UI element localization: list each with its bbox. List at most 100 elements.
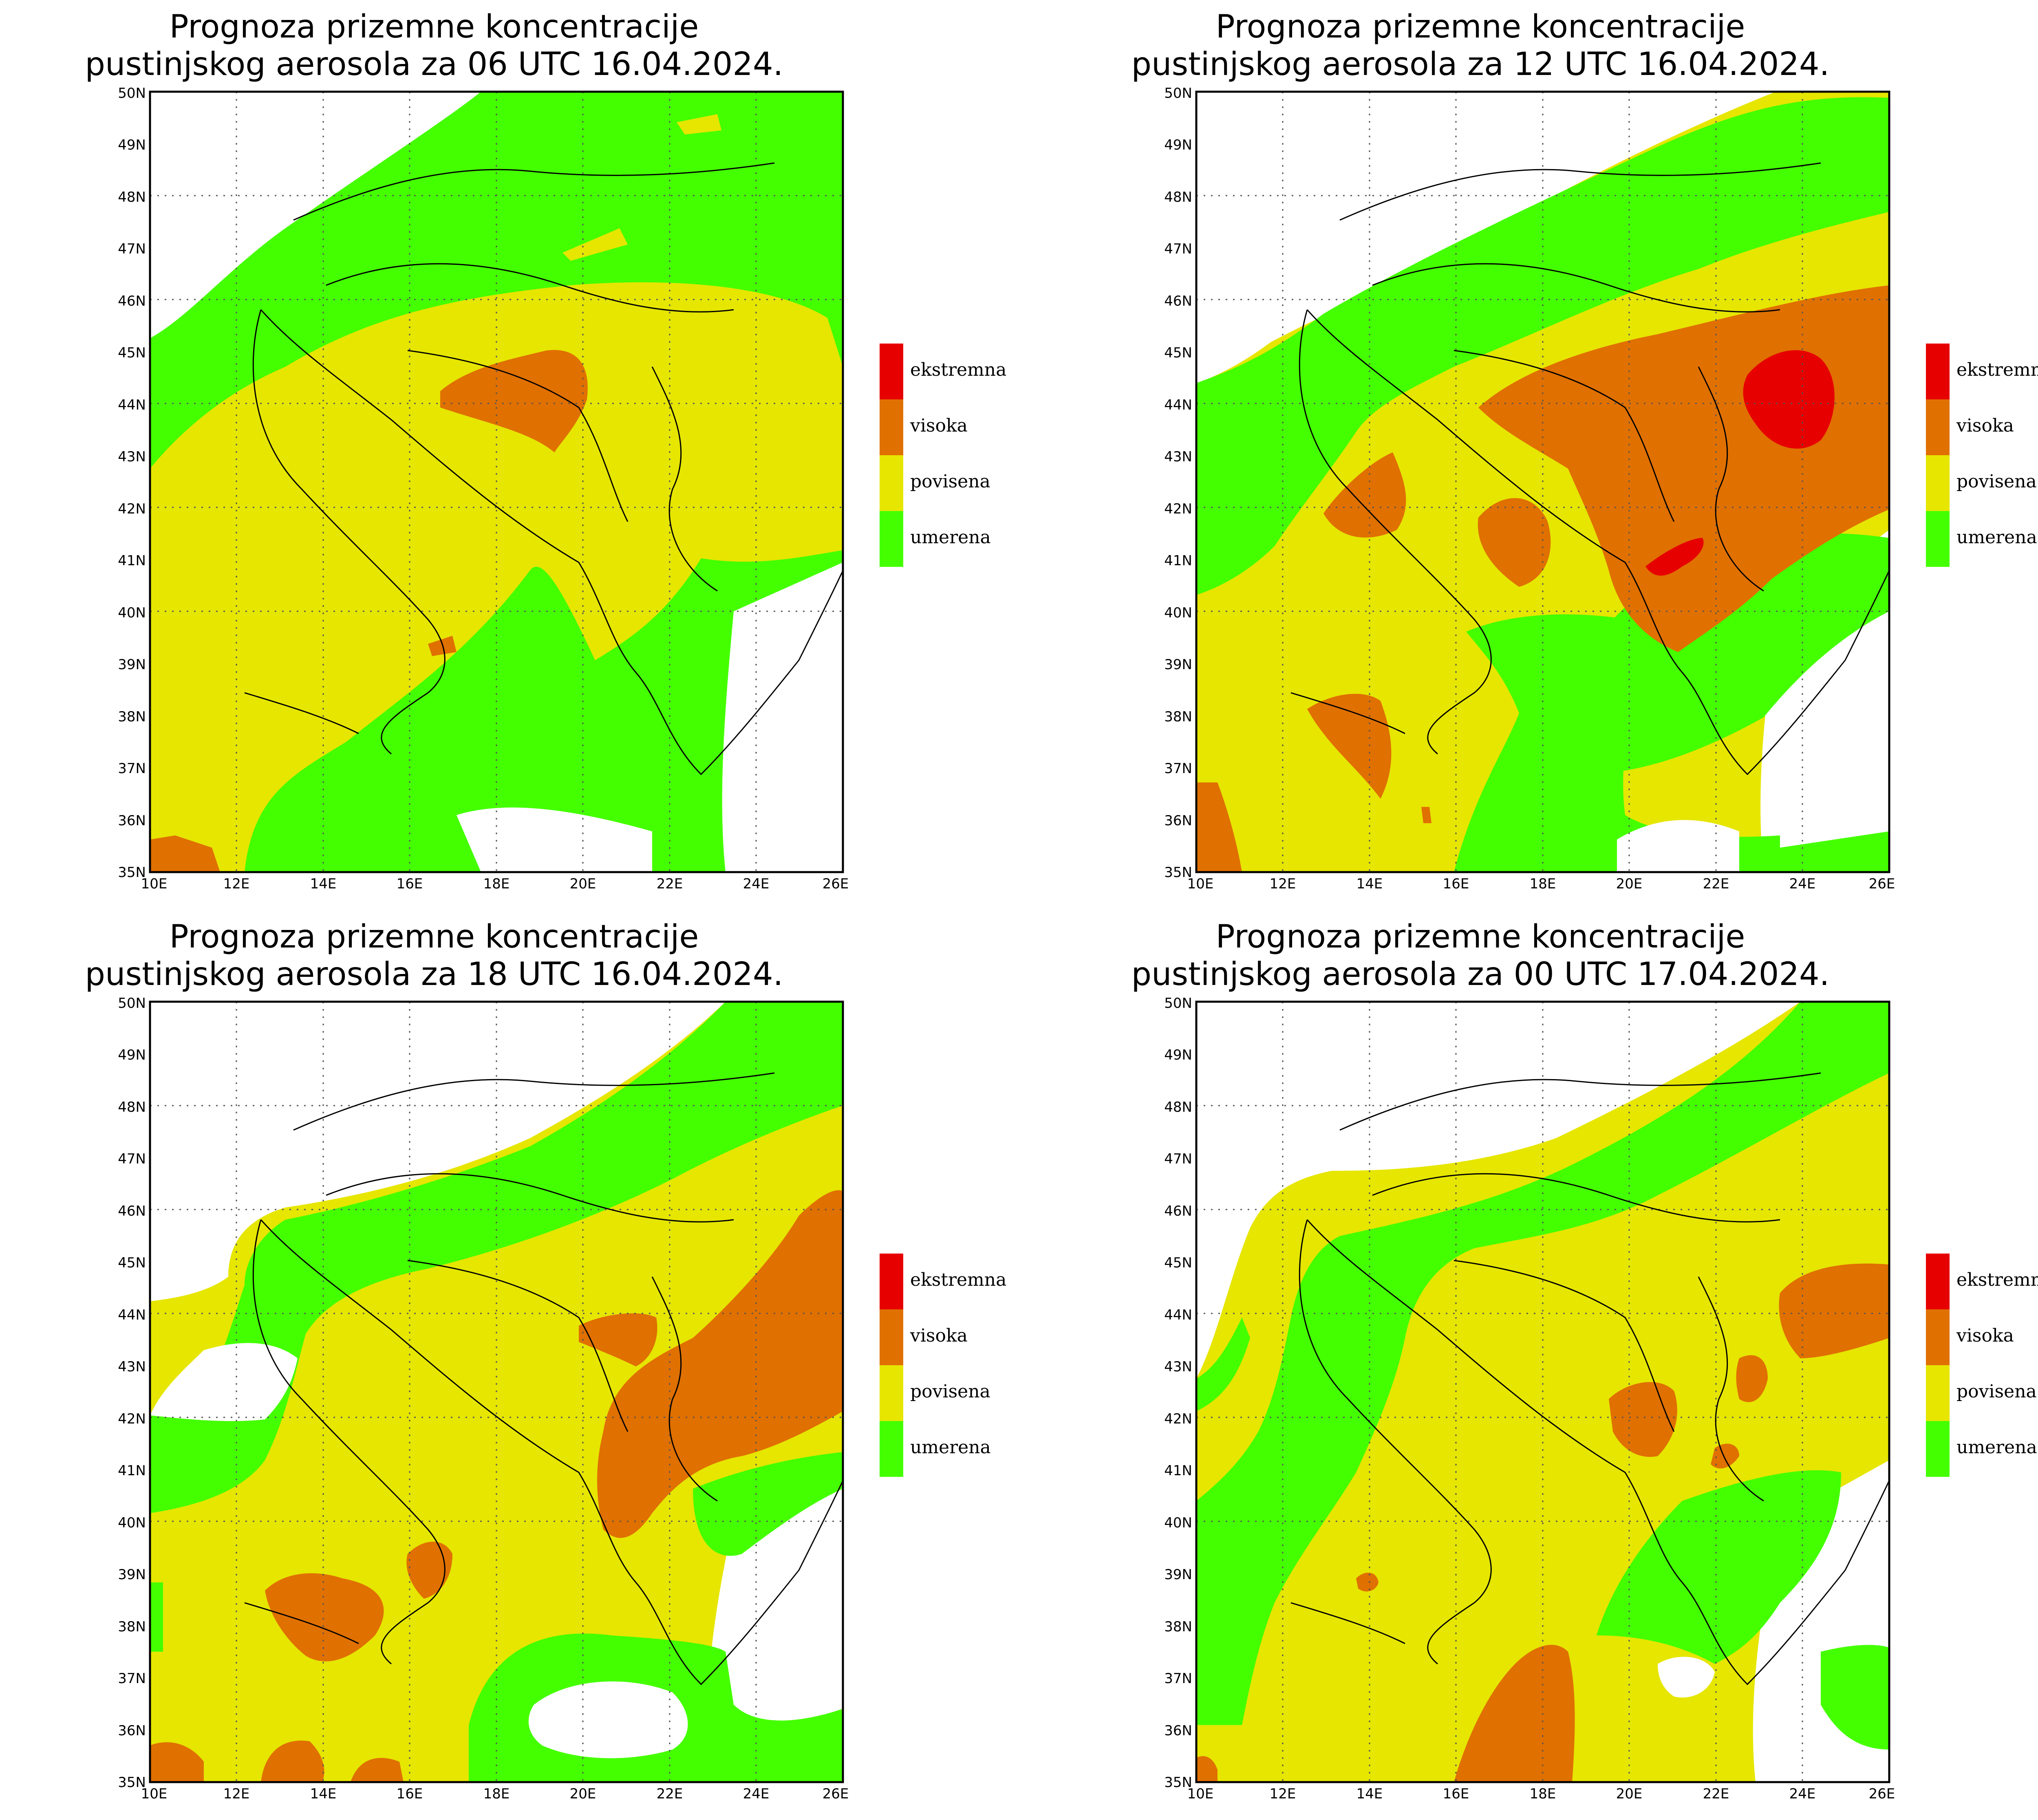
- title-line1: Prognoza prizemne koncentracije: [169, 919, 699, 955]
- lat-label: 44N: [1164, 1307, 1192, 1323]
- map-panel-12utc: 35N 36N 37N 38N 39N 40N 41N 42N 43N 44N …: [1046, 0, 2038, 910]
- lat-label: 41N: [118, 1463, 146, 1479]
- no-aerosol-region: [528, 1681, 688, 1758]
- legend-label: povisena: [1956, 471, 2037, 492]
- lat-label: 40N: [1164, 1515, 1192, 1531]
- lat-label: 39N: [1164, 1567, 1192, 1583]
- legend-swatch-umerena: [880, 511, 903, 567]
- lat-label: 38N: [1164, 1619, 1192, 1635]
- lon-label: 10E: [1187, 876, 1214, 892]
- legend: ekstremna visoka povisena umerena: [1926, 1254, 2038, 1477]
- legend-swatch-umerena: [1926, 511, 1950, 567]
- visoka-region: [440, 350, 588, 452]
- lon-label: 16E: [1443, 876, 1469, 892]
- lat-label: 49N: [1164, 1047, 1192, 1063]
- lat-label: 45N: [118, 345, 146, 361]
- lat-label: 45N: [1164, 1255, 1192, 1271]
- ekstremna-region: [1645, 538, 1704, 576]
- lat-axis: 35N 36N 37N 38N 39N 40N 41N 42N 43N 44N …: [118, 995, 146, 1791]
- legend-label: ekstremna: [910, 1269, 1006, 1290]
- legend-label: umerena: [1956, 527, 2037, 548]
- lon-label: 24E: [1789, 1786, 1816, 1802]
- lat-label: 36N: [118, 813, 146, 829]
- lat-label: 47N: [1164, 241, 1192, 257]
- lat-label: 41N: [118, 553, 146, 569]
- visoka-region: [597, 1190, 843, 1538]
- umerena-region: [1780, 831, 1889, 872]
- visoka-region: [1454, 1645, 1575, 1782]
- lat-label: 45N: [1164, 345, 1192, 361]
- visoka-region: [1711, 1443, 1739, 1469]
- lat-label: 39N: [1164, 657, 1192, 673]
- lat-label: 38N: [118, 709, 146, 725]
- legend-swatch-umerena: [1926, 1421, 1950, 1477]
- legend-swatch-povisena: [1926, 1365, 1950, 1421]
- no-aerosol-region: [150, 1002, 726, 1301]
- title-line1: Prognoza prizemne koncentracije: [169, 9, 699, 45]
- lat-label: 35N: [1164, 1774, 1192, 1791]
- legend: ekstremna visoka povisena umerena: [1926, 344, 2038, 567]
- lon-label: 22E: [657, 1786, 683, 1802]
- lat-label: 48N: [118, 189, 146, 205]
- legend-label: povisena: [1956, 1381, 2037, 1402]
- lon-label: 14E: [310, 1786, 337, 1802]
- lon-label: 20E: [1616, 1786, 1643, 1802]
- lat-label: 50N: [118, 85, 146, 101]
- no-aerosol-region: [150, 92, 481, 338]
- legend-label: ekstremna: [1956, 359, 2038, 380]
- lat-label: 49N: [118, 1047, 146, 1063]
- legend-label: visoka: [1956, 1325, 2014, 1346]
- lat-label: 38N: [118, 1619, 146, 1635]
- gridlines: [1196, 1002, 1889, 1782]
- gridlines: [150, 1002, 843, 1782]
- title-line2: pustinjskog aerosola za 00 UTC 17.04.202…: [1131, 956, 1830, 993]
- lon-label: 22E: [1703, 876, 1729, 892]
- panel-title: Prognoza prizemne koncentracije pustinjs…: [1046, 8, 1914, 83]
- no-aerosol-region: [150, 1343, 298, 1421]
- lon-label: 24E: [743, 1786, 770, 1802]
- map-svg: 35N 36N 37N 38N 39N 40N 41N 42N 43N 44N …: [1164, 85, 2038, 892]
- visoka-region: [1323, 452, 1406, 538]
- no-aerosol-region: [1617, 820, 1739, 872]
- lon-label: 16E: [1443, 1786, 1469, 1802]
- lon-axis: 10E 12E 14E 16E 18E 20E 22E 24E 26E: [141, 876, 849, 892]
- lat-axis: 35N 36N 37N 38N 39N 40N 41N 42N 43N 44N …: [1164, 995, 1192, 1791]
- map-frame: [1195, 1000, 1890, 1783]
- gridlines: [1196, 92, 1889, 872]
- visoka-region: [1478, 498, 1551, 587]
- visoka-region: [150, 1742, 204, 1782]
- umerena-region: [693, 1452, 843, 1556]
- legend-label: ekstremna: [910, 359, 1006, 380]
- legend-swatch-visoka: [880, 1309, 903, 1365]
- legend-label: visoka: [910, 1325, 968, 1346]
- visoka-region: [579, 1313, 657, 1366]
- lat-label: 46N: [118, 1203, 146, 1219]
- lon-label: 20E: [1616, 876, 1643, 892]
- lat-label: 48N: [1164, 189, 1192, 205]
- map-svg: 35N 36N 37N 38N 39N 40N 41N 42N 43N 44N …: [118, 995, 1006, 1802]
- ekstremna-region: [1743, 350, 1835, 449]
- legend-label: visoka: [1956, 415, 2014, 436]
- legend-swatch-povisena: [880, 1365, 903, 1421]
- coastlines-borders: [1290, 1072, 1890, 1686]
- lon-label: 10E: [141, 1786, 168, 1802]
- lon-label: 26E: [823, 1786, 849, 1802]
- povisena-region: [562, 228, 628, 261]
- visoka-region: [351, 1758, 404, 1782]
- lat-label: 35N: [118, 864, 146, 881]
- visoka-region: [1736, 1355, 1768, 1402]
- lat-label: 37N: [118, 760, 146, 777]
- visoka-region: [1779, 1263, 1889, 1358]
- umerena-region: [1196, 1002, 1889, 1725]
- legend: ekstremna visoka povisena umerena: [880, 344, 1006, 567]
- legend-swatch-ekstremna: [1926, 344, 1950, 399]
- legend-label: umerena: [910, 527, 991, 548]
- lat-label: 43N: [1164, 1359, 1192, 1375]
- lat-label: 44N: [118, 397, 146, 413]
- lon-label: 20E: [570, 1786, 596, 1802]
- lon-label: 18E: [483, 876, 510, 892]
- lat-label: 38N: [1164, 709, 1192, 725]
- map-frame: [149, 1000, 844, 1783]
- lat-label: 42N: [118, 1411, 146, 1427]
- visoka-region: [1307, 694, 1392, 799]
